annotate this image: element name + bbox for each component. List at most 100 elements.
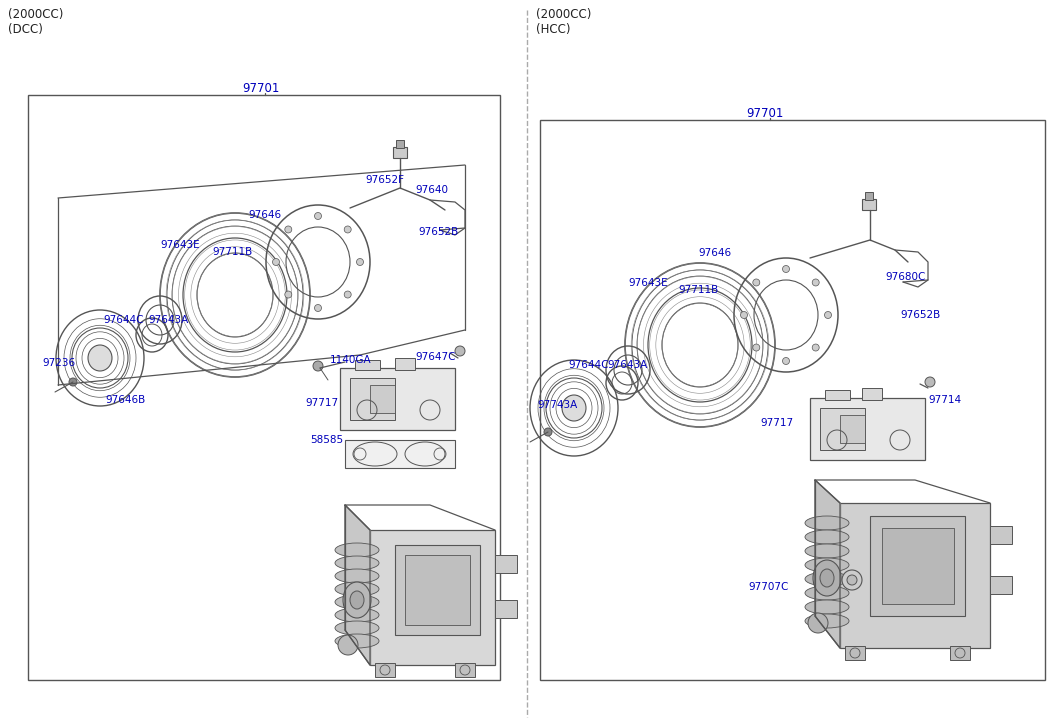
Circle shape [812, 344, 820, 351]
Bar [870, 516, 965, 616]
Text: 97646: 97646 [248, 210, 281, 220]
Text: 97707C: 97707C [748, 582, 789, 592]
Bar [370, 530, 495, 665]
Bar [990, 576, 1012, 594]
Bar [355, 360, 379, 370]
Bar [396, 140, 404, 148]
Circle shape [544, 428, 552, 436]
Bar [865, 192, 873, 200]
Ellipse shape [562, 395, 586, 421]
Bar [495, 600, 517, 618]
Circle shape [315, 305, 321, 311]
Bar [28, 95, 500, 680]
Circle shape [741, 311, 747, 318]
Bar [340, 368, 455, 430]
Circle shape [285, 291, 292, 298]
Text: 97643A: 97643A [607, 360, 647, 370]
Text: 97643E: 97643E [628, 278, 668, 288]
Ellipse shape [335, 582, 379, 596]
Polygon shape [815, 480, 840, 648]
Circle shape [272, 259, 280, 265]
Bar [825, 390, 850, 400]
Circle shape [753, 344, 760, 351]
Circle shape [753, 279, 760, 286]
Circle shape [825, 311, 831, 318]
Circle shape [356, 259, 364, 265]
Ellipse shape [405, 442, 445, 466]
Text: 97640: 97640 [415, 185, 448, 195]
Bar [375, 663, 395, 677]
Bar [820, 408, 865, 450]
Bar [990, 526, 1012, 544]
Ellipse shape [820, 569, 834, 587]
Text: 97646: 97646 [698, 248, 731, 258]
Bar [495, 555, 517, 573]
Ellipse shape [805, 530, 849, 544]
Ellipse shape [335, 608, 379, 622]
Circle shape [338, 635, 358, 655]
Bar [395, 545, 480, 635]
Circle shape [782, 265, 790, 273]
Ellipse shape [805, 572, 849, 586]
Bar [950, 646, 971, 660]
Text: 97711B: 97711B [678, 285, 719, 295]
Text: 97643E: 97643E [161, 240, 200, 250]
Text: 58585: 58585 [310, 435, 343, 445]
Ellipse shape [805, 544, 849, 558]
Text: 97701: 97701 [746, 107, 783, 120]
Text: 97717: 97717 [760, 418, 793, 428]
Text: (2000CC)
(DCC): (2000CC) (DCC) [9, 8, 64, 36]
Text: 97717: 97717 [305, 398, 338, 408]
Circle shape [782, 358, 790, 364]
Circle shape [847, 575, 857, 585]
Circle shape [812, 279, 820, 286]
Bar [395, 358, 415, 370]
Text: 97652B: 97652B [418, 227, 458, 237]
Ellipse shape [805, 586, 849, 600]
Text: 97647C: 97647C [415, 352, 456, 362]
Ellipse shape [335, 543, 379, 557]
Text: 97646B: 97646B [105, 395, 146, 405]
Circle shape [315, 212, 321, 220]
Ellipse shape [805, 600, 849, 614]
Circle shape [344, 291, 351, 298]
Circle shape [842, 570, 862, 590]
Bar [540, 120, 1045, 680]
Circle shape [69, 378, 77, 386]
Circle shape [285, 226, 292, 233]
Bar [350, 378, 395, 420]
Ellipse shape [343, 582, 371, 618]
Text: 97701: 97701 [242, 82, 280, 95]
Bar [862, 388, 882, 400]
Ellipse shape [335, 556, 379, 570]
Text: 97680C: 97680C [885, 272, 926, 282]
Text: 97652F: 97652F [365, 175, 404, 185]
Bar [840, 415, 865, 443]
Circle shape [344, 226, 351, 233]
Text: 97652B: 97652B [900, 310, 941, 320]
Polygon shape [345, 505, 370, 665]
Text: 97711B: 97711B [212, 247, 252, 257]
Text: 97743A: 97743A [537, 400, 577, 410]
Circle shape [808, 613, 828, 633]
Bar [370, 385, 395, 413]
Circle shape [313, 361, 323, 371]
Bar [345, 440, 455, 468]
Ellipse shape [335, 569, 379, 583]
Ellipse shape [805, 614, 849, 628]
Ellipse shape [335, 634, 379, 648]
Text: 97643A: 97643A [148, 315, 188, 325]
Ellipse shape [88, 345, 112, 371]
Bar [455, 663, 475, 677]
Ellipse shape [350, 591, 364, 609]
Circle shape [455, 346, 465, 356]
Text: 97644C: 97644C [568, 360, 608, 370]
Bar [882, 528, 954, 604]
Ellipse shape [335, 621, 379, 635]
Bar [845, 646, 865, 660]
Bar [862, 199, 876, 210]
Ellipse shape [353, 442, 396, 466]
Text: 97714: 97714 [928, 395, 961, 405]
Text: (2000CC)
(HCC): (2000CC) (HCC) [536, 8, 591, 36]
Text: 1140GA: 1140GA [330, 355, 372, 365]
